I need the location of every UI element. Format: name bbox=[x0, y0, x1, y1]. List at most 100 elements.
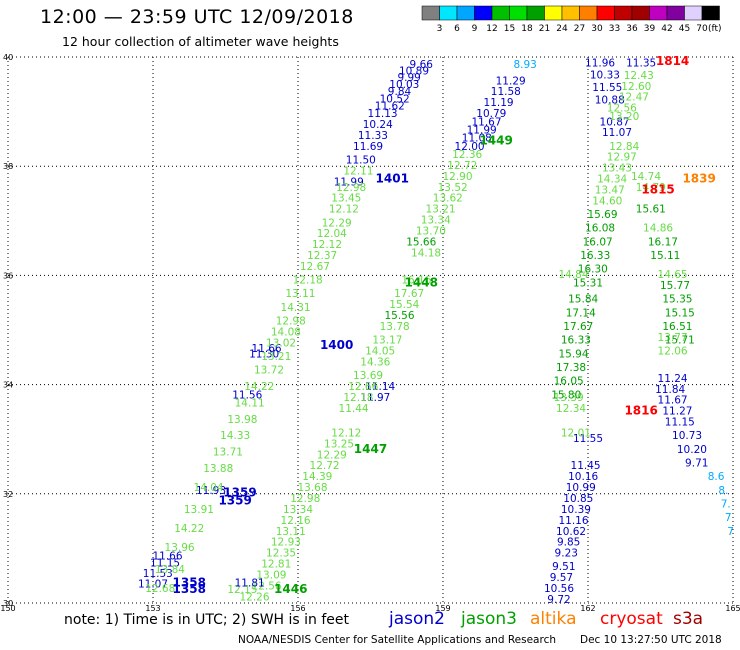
wave-height-label: 11.16 bbox=[558, 515, 588, 527]
wave-height-label: 12.15 bbox=[227, 584, 257, 596]
wave-height-label: 15.80 bbox=[551, 389, 581, 401]
wave-height-label: 10.88 bbox=[595, 94, 625, 106]
wave-height-label: 15.35 bbox=[662, 294, 692, 306]
colorbar-tick-label: 12 bbox=[486, 24, 497, 34]
wave-height-label: 11.24 bbox=[658, 373, 688, 385]
wave-height-label: 14.84 bbox=[558, 269, 588, 281]
wave-height-label: 12.47 bbox=[619, 92, 649, 104]
chart-title: 12:00 — 23:59 UTC 12/09/2018 bbox=[40, 6, 354, 28]
wave-height-label: 11.45 bbox=[571, 460, 601, 472]
wave-height-label: 10.73 bbox=[672, 430, 702, 442]
colorbar-tick-label: 15 bbox=[504, 24, 515, 34]
colorbar-tick-label: 24 bbox=[556, 24, 568, 34]
wave-height-label: 9.66 bbox=[410, 59, 434, 71]
y-tick-label: 32 bbox=[3, 490, 13, 499]
wave-height-label: 13.21 bbox=[261, 351, 291, 363]
wave-height-label: 12.67 bbox=[300, 261, 330, 273]
wave-height-label: 10.79 bbox=[476, 108, 506, 120]
wave-height-label: 12.66 bbox=[348, 381, 378, 393]
wave-height-label: 13.47 bbox=[595, 185, 625, 197]
wave-height-label: 9.85 bbox=[557, 537, 580, 549]
wave-height-label: 14.33 bbox=[220, 430, 250, 442]
wave-height-label: 11.55 bbox=[592, 82, 622, 94]
wave-height-label: 11.67 bbox=[471, 116, 501, 128]
pass-time-label: 1447 bbox=[354, 442, 387, 456]
wave-height-label: 10.20 bbox=[677, 444, 707, 456]
wave-height-label: 15.84 bbox=[568, 294, 598, 306]
wave-height-label: 13.70 bbox=[416, 225, 446, 237]
wave-height-label: 14.36 bbox=[360, 356, 390, 368]
wave-height-label: 12.12 bbox=[312, 239, 342, 251]
legend-altika: altika bbox=[530, 609, 577, 629]
y-tick-label: 38 bbox=[3, 162, 13, 171]
wave-height-label: 10.62 bbox=[556, 526, 586, 538]
pass-time-label: 1449 bbox=[479, 133, 512, 147]
wave-height-label: 14.79 bbox=[636, 182, 666, 194]
wave-height-label: 13.78 bbox=[380, 321, 410, 333]
colorbar-tick-label: 30 bbox=[591, 24, 603, 34]
wave-height-label: 12.36 bbox=[452, 149, 482, 161]
wave-height-label: 13.39 bbox=[554, 392, 584, 404]
wave-height-label: 12.56 bbox=[607, 103, 637, 115]
wave-height-label: 14.34 bbox=[597, 174, 627, 186]
wave-height-label: 14.11 bbox=[235, 397, 265, 409]
pass-time-label: 1816 bbox=[624, 404, 657, 418]
wave-height-label: 11.33 bbox=[358, 130, 388, 142]
wave-height-label: 12.29 bbox=[322, 217, 352, 229]
wave-height-label: 16.08 bbox=[585, 223, 615, 235]
wave-height-label: 12.37 bbox=[307, 250, 337, 262]
colorbar-tick-label: 27 bbox=[574, 24, 585, 34]
wave-height-label: 14.08 bbox=[271, 326, 301, 338]
wave-height-label: 11.58 bbox=[491, 86, 521, 98]
pass-time-label: 1446 bbox=[274, 582, 307, 596]
wave-height-label: 16.05 bbox=[554, 376, 584, 388]
wave-height-label: 13.25 bbox=[324, 438, 354, 450]
wave-height-label: 12.12 bbox=[329, 204, 359, 216]
wave-height-label: 13.88 bbox=[203, 463, 233, 475]
wave-height-label: 13.21 bbox=[426, 204, 456, 216]
wave-height-label: 13.09 bbox=[256, 569, 286, 581]
wave-height-label: 12.98 bbox=[276, 316, 306, 328]
wave-height-label: 13.62 bbox=[433, 193, 463, 205]
legend-cryosat: cryosat bbox=[600, 609, 663, 629]
wave-height-label: 12.34 bbox=[556, 403, 586, 415]
pass-time-label: 1359 bbox=[218, 494, 251, 508]
colorbar-tick-label: 45 bbox=[679, 24, 690, 34]
wave-height-label: 13.17 bbox=[372, 335, 402, 347]
wave-height-label: 15.11 bbox=[650, 250, 680, 262]
wave-height-label: 16.16 bbox=[401, 275, 431, 287]
wave-height-label: 11.15 bbox=[150, 557, 180, 569]
wave-height-label: 11.66 bbox=[152, 550, 182, 562]
wave-height-label: 16.30 bbox=[578, 264, 608, 276]
credit-line: NOAA/NESDIS Center for Satellite Applica… bbox=[238, 634, 556, 646]
wave-height-label: 15.54 bbox=[389, 299, 419, 311]
wave-height-label: 12.26 bbox=[239, 591, 269, 603]
wave-height-label: 17.38 bbox=[556, 362, 586, 374]
y-tick-label: 36 bbox=[3, 271, 13, 280]
x-tick-label: 156 bbox=[290, 604, 305, 612]
wave-height-label: 15.56 bbox=[384, 310, 414, 322]
colorbar-tick-label: 36 bbox=[626, 24, 638, 34]
wave-height-label: 13.91 bbox=[184, 504, 214, 516]
wave-height-label: 11.96 bbox=[585, 57, 615, 69]
wave-height-label: 15.31 bbox=[573, 277, 603, 289]
wave-height-label: 12.60 bbox=[621, 81, 651, 93]
wave-height-label: 13.34 bbox=[283, 504, 313, 516]
color-scale-legend: 3 6 9 12 15 18 21 24 27 30 33 36 39 42 45 70 (ft) bbox=[421, 5, 722, 34]
generation-timestamp: Dec 10 13:27:50 UTC 2018 bbox=[580, 634, 722, 646]
wave-height-label: 17.67 bbox=[563, 321, 593, 333]
wave-height-label: 8.6 bbox=[708, 471, 725, 483]
wave-height-label: 12.18 bbox=[293, 275, 323, 287]
wave-height-label: 9.84 bbox=[388, 86, 412, 98]
wave-height-label: 12.11 bbox=[343, 165, 373, 177]
wave-height-label: 11.97 bbox=[360, 392, 390, 404]
wave-height-label: 13.68 bbox=[297, 482, 327, 494]
wave-height-label: 9.72 bbox=[547, 594, 570, 606]
wave-height-label: 10.87 bbox=[600, 116, 630, 128]
colorbar-tick-label: 21 bbox=[539, 24, 550, 34]
wave-height-label: 11.13 bbox=[368, 108, 398, 120]
wave-height-label: 12.68 bbox=[145, 583, 175, 595]
colorbar-tick-label: 9 bbox=[472, 24, 478, 34]
wave-height-label: 13.34 bbox=[421, 215, 451, 227]
colorbar-unit: (ft) bbox=[708, 24, 722, 34]
